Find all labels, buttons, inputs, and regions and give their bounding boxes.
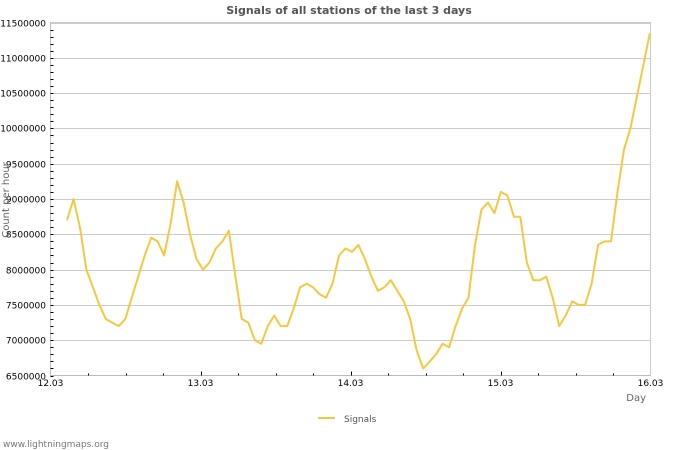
y-tick-label: 11000000 <box>0 55 46 65</box>
y-tick-label: 8000000 <box>6 267 46 277</box>
legend: Signals <box>318 415 377 425</box>
y-axis-ticks: 6500000 7000000 7500000 8000000 8500000 90000… <box>0 20 54 383</box>
x-tick-label: 16.03 <box>638 379 664 389</box>
y-tick-label: 9000000 <box>6 196 46 206</box>
y-tick-label: 9500000 <box>6 161 46 171</box>
y-tick-label: 10500000 <box>0 90 46 100</box>
y-axis-title: Count per hour <box>1 161 12 237</box>
y-tick-label: 7000000 <box>6 337 46 347</box>
y-tick-label: 8500000 <box>6 231 46 241</box>
chart-title: Signals of all stations of the last 3 da… <box>226 4 472 17</box>
grid-lines <box>50 23 651 341</box>
x-tick-label: 12.03 <box>38 379 64 389</box>
x-axis-title: Day <box>626 393 646 404</box>
y-tick-label: 6500000 <box>6 373 46 383</box>
x-tick-label: 14.03 <box>338 379 364 389</box>
x-tick-label: 13.03 <box>188 379 214 389</box>
legend-label-signals: Signals <box>344 415 377 425</box>
y-tick-label: 7500000 <box>6 302 46 312</box>
x-tick-label: 15.03 <box>488 379 514 389</box>
y-tick-label: 10000000 <box>0 125 46 135</box>
footer-credit: www.lightningmaps.org <box>3 440 109 450</box>
signals-series-line <box>66 32 651 370</box>
x-axis-ticks: 12.03 13.03 14.03 15.03 16.03 <box>38 371 664 389</box>
y-tick-label: 11500000 <box>0 20 46 30</box>
